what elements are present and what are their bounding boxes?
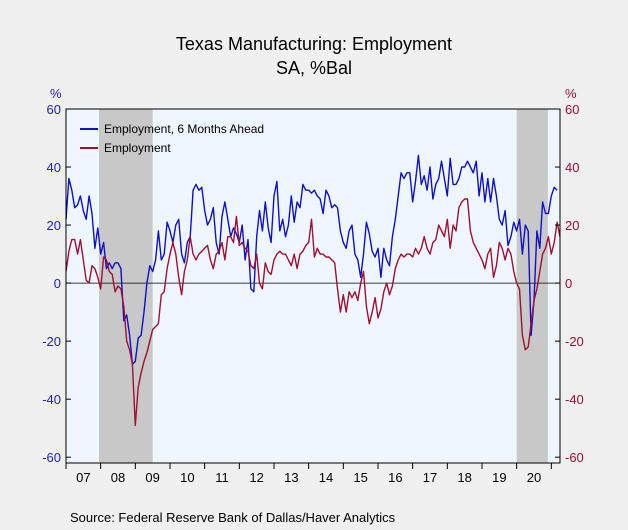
left-tick-label: 20 <box>47 218 61 233</box>
right-tick-label: -60 <box>565 450 584 465</box>
chart-subtitle: SA, %Bal <box>276 58 352 78</box>
recession-bands <box>98 109 548 463</box>
left-axis-unit: % <box>50 86 62 101</box>
right-tick-label: 60 <box>565 102 579 117</box>
series-lines <box>65 154 561 426</box>
x-tick-label: 08 <box>111 470 125 485</box>
x-tick-label: 18 <box>457 470 471 485</box>
left-tick-label: 0 <box>54 276 61 291</box>
right-tick-label: 40 <box>565 160 579 175</box>
x-tick-label: 10 <box>180 470 194 485</box>
plot-frame <box>65 108 561 464</box>
right-tick-label: -20 <box>565 334 584 349</box>
x-tick-label: 20 <box>527 470 541 485</box>
legend-label-series2: Employment <box>104 141 171 155</box>
x-tick-label: 17 <box>423 470 437 485</box>
left-tick-label: -20 <box>42 334 61 349</box>
recession-band-0 <box>98 109 153 463</box>
left-tick-label: -40 <box>42 392 61 407</box>
x-tick-label: 13 <box>284 470 298 485</box>
x-tick-label: 11 <box>215 470 229 485</box>
right-tick-label: 20 <box>565 218 579 233</box>
x-tick-label: 15 <box>353 470 367 485</box>
right-axis-unit: % <box>565 86 577 101</box>
x-tick-label: 19 <box>492 470 506 485</box>
series-line-2 <box>65 198 561 426</box>
recession-band-1 <box>516 109 548 463</box>
left-tick-label: -60 <box>42 450 61 465</box>
left-tick-label: 40 <box>47 160 61 175</box>
left-tick-label: 60 <box>47 102 61 117</box>
x-tick-label: 14 <box>319 470 333 485</box>
left-axis: -60 -40 -20 0 20 40 60 <box>42 102 71 465</box>
right-tick-label: 0 <box>565 276 572 291</box>
series-line-1 <box>65 154 558 365</box>
x-axis: 07 08 09 10 11 12 13 14 15 16 17 18 19 20 <box>65 463 552 485</box>
source-note: Source: Federal Reserve Bank of Dallas/H… <box>70 510 396 525</box>
right-axis: -60 -40 -20 0 20 40 60 <box>555 102 584 465</box>
legend-label-series1: Employment, 6 Months Ahead <box>104 122 264 136</box>
x-tick-label: 07 <box>76 470 90 485</box>
legend: Employment, 6 Months Ahead Employment <box>80 122 264 155</box>
x-tick-label: 16 <box>388 470 402 485</box>
x-tick-label: 09 <box>145 470 159 485</box>
right-tick-label: -40 <box>565 392 584 407</box>
chart-title: Texas Manufacturing: Employment <box>176 34 452 54</box>
x-tick-label: 12 <box>249 470 263 485</box>
